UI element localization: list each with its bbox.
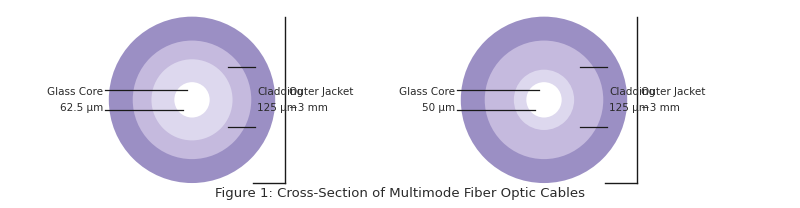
Text: Cladding: Cladding [258,87,303,97]
Circle shape [174,82,210,118]
Text: 125 μm: 125 μm [610,103,649,113]
Text: Glass Core: Glass Core [398,87,454,97]
Text: Outer Jacket: Outer Jacket [642,87,706,97]
Circle shape [109,17,275,183]
Circle shape [133,41,251,159]
Circle shape [514,70,574,130]
Circle shape [151,59,233,140]
Text: Outer Jacket: Outer Jacket [290,87,354,97]
Circle shape [461,17,627,183]
Text: 125 μm: 125 μm [258,103,297,113]
Text: Glass Core: Glass Core [46,87,102,97]
Text: 50 μm: 50 μm [422,103,454,113]
Circle shape [526,82,562,118]
Text: Figure 1: Cross-Section of Multimode Fiber Optic Cables: Figure 1: Cross-Section of Multimode Fib… [215,187,585,200]
Circle shape [485,41,603,159]
Text: −3 mm: −3 mm [642,103,680,113]
Text: Cladding: Cladding [610,87,655,97]
Text: 62.5 μm: 62.5 μm [59,103,102,113]
Text: −3 mm: −3 mm [290,103,328,113]
